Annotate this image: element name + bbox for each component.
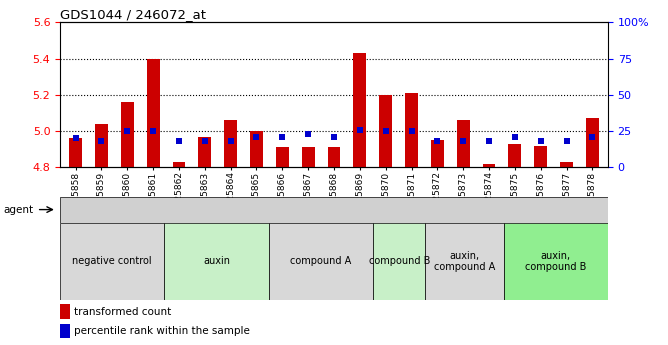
Bar (482, 164, 496, 167)
Text: auxin,
compound B: auxin, compound B (525, 250, 587, 272)
Text: transformed count: transformed count (73, 307, 171, 317)
Bar (373, 223, 426, 300)
Bar (276, 147, 289, 167)
Bar (534, 146, 547, 167)
Text: negative control: negative control (72, 256, 152, 266)
Text: auxin,
compound A: auxin, compound A (434, 250, 495, 272)
Bar (164, 223, 269, 300)
Bar (508, 144, 521, 167)
Bar (327, 147, 341, 167)
Bar (60, 324, 70, 338)
Text: compound A: compound A (291, 256, 351, 266)
Bar (405, 93, 418, 167)
Bar (60, 304, 70, 319)
Bar (426, 223, 504, 300)
Bar (172, 162, 186, 167)
Bar (379, 95, 392, 167)
Bar (69, 138, 82, 167)
Bar (95, 124, 108, 167)
Text: percentile rank within the sample: percentile rank within the sample (73, 326, 250, 336)
Text: auxin: auxin (203, 256, 230, 266)
Bar (353, 53, 366, 167)
Bar (586, 118, 599, 167)
Bar (504, 223, 608, 300)
Text: GDS1044 / 246072_at: GDS1044 / 246072_at (60, 8, 206, 21)
Bar (269, 223, 373, 300)
Bar (302, 147, 315, 167)
Bar (60, 223, 164, 300)
Bar (457, 120, 470, 167)
Bar (121, 102, 134, 167)
Bar (560, 162, 573, 167)
Bar (224, 120, 237, 167)
Bar (147, 59, 160, 167)
Bar (250, 131, 263, 167)
Text: compound B: compound B (369, 256, 430, 266)
Bar (198, 137, 211, 167)
Text: agent: agent (3, 205, 33, 215)
Bar (431, 140, 444, 167)
